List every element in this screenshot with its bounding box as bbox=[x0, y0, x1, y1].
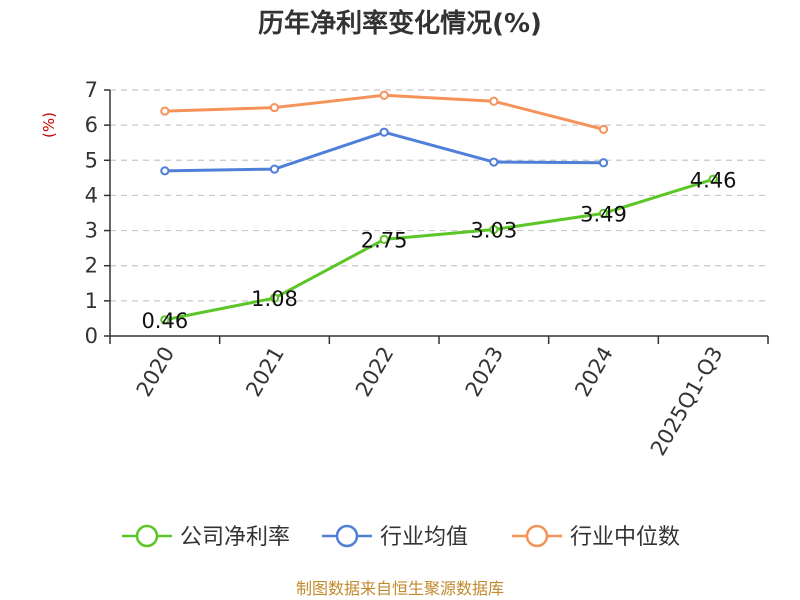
data-point bbox=[160, 106, 170, 116]
legend-label: 行业中位数 bbox=[570, 525, 680, 550]
data-point bbox=[598, 124, 609, 134]
series-lines bbox=[160, 90, 718, 325]
data-label: 3.03 bbox=[470, 219, 517, 243]
data-point bbox=[160, 166, 170, 176]
legend-swatch-marker bbox=[335, 524, 359, 548]
y-axis-label: (%) bbox=[40, 112, 58, 138]
series-line bbox=[164, 177, 714, 322]
y-ticks: 0 1 2 3 4 5 6 7 bbox=[85, 78, 98, 348]
data-point bbox=[269, 293, 280, 303]
data-label: 0.46 bbox=[141, 309, 188, 333]
x-tick-label: 2025Q1-Q3 bbox=[646, 343, 728, 460]
source-note: 制图数据来自恒生聚源数据库 bbox=[296, 579, 504, 598]
legend-swatch-marker bbox=[525, 524, 549, 548]
data-label: 2.75 bbox=[361, 228, 408, 252]
y-tick-label: 2 bbox=[85, 254, 98, 278]
y-tick-label: 3 bbox=[85, 219, 98, 243]
x-tick-label: 2023 bbox=[461, 343, 509, 401]
x-tick-label: 2024 bbox=[570, 343, 618, 401]
x-tick-label: 2022 bbox=[351, 343, 399, 401]
y-tick-label: 4 bbox=[85, 183, 98, 207]
data-point bbox=[708, 174, 718, 184]
y-tick-label: 7 bbox=[85, 78, 98, 102]
axes bbox=[104, 89, 769, 344]
data-point bbox=[489, 157, 499, 167]
y-tick-label: 1 bbox=[85, 289, 98, 313]
legend-swatch-marker bbox=[135, 524, 159, 548]
data-point bbox=[379, 234, 389, 244]
data-point bbox=[598, 158, 609, 168]
chart-title: 历年净利率变化情况(%) bbox=[258, 8, 542, 39]
y-tick-label: 5 bbox=[85, 148, 98, 172]
data-point bbox=[269, 102, 280, 113]
series-line bbox=[164, 130, 604, 173]
data-point bbox=[379, 127, 389, 137]
series-line bbox=[164, 93, 604, 131]
data-point bbox=[489, 224, 499, 235]
data-label: 4.46 bbox=[690, 168, 737, 192]
data-label: 3.49 bbox=[580, 202, 627, 226]
legend-label: 行业均值 bbox=[380, 525, 468, 550]
x-ticks: 2020 2021 2022 2023 2024 2025Q1-Q3 bbox=[132, 343, 728, 460]
data-point bbox=[269, 164, 280, 174]
data-point bbox=[489, 96, 499, 106]
legend[interactable]: 公司净利率 行业均值 行业中位数 bbox=[122, 524, 680, 550]
y-tick-label: 0 bbox=[85, 324, 98, 348]
data-point bbox=[598, 208, 609, 218]
data-point bbox=[379, 90, 389, 100]
x-tick-label: 2021 bbox=[241, 343, 289, 401]
data-labels: 0.46 1.08 2.75 3.03 3.49 4.46 bbox=[141, 168, 736, 333]
data-point bbox=[160, 315, 170, 325]
y-tick-label: 6 bbox=[85, 113, 98, 137]
legend-label: 公司净利率 bbox=[180, 525, 290, 550]
x-tick-label: 2020 bbox=[132, 343, 180, 401]
grid bbox=[110, 89, 768, 302]
data-label: 1.08 bbox=[251, 287, 298, 311]
